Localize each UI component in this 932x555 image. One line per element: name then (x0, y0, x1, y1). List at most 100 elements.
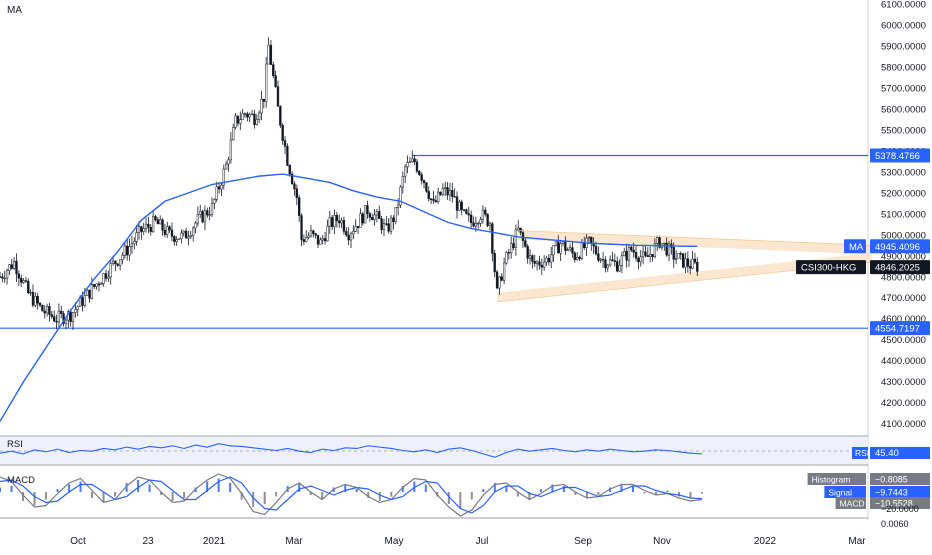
candle-body (514, 229, 518, 248)
time-tick-label: May (385, 536, 404, 547)
candle-body (651, 254, 654, 258)
candle-body (83, 295, 86, 306)
moving-average-line (0, 173, 698, 422)
candle-body (333, 214, 336, 227)
candle-body (104, 273, 108, 279)
macd-histogram-bar (551, 484, 554, 492)
price-label-box (870, 239, 930, 254)
price-tick-label: 4700.0000 (881, 293, 926, 304)
candle-body (559, 243, 562, 254)
candle-body (64, 319, 68, 324)
candle-body (451, 189, 454, 197)
candle-body (323, 238, 327, 242)
macd-tag-box (824, 486, 866, 498)
macd-value-box (870, 473, 930, 485)
candle-body (192, 227, 195, 236)
macd-histogram-bar (459, 492, 462, 509)
price-tick-label: 5300.0000 (881, 167, 926, 178)
triangle-upper-band (518, 230, 872, 255)
candle-body (415, 161, 419, 172)
candle-body (3, 277, 6, 280)
macd-histogram-bar (148, 484, 151, 492)
macd-histogram-bar (22, 492, 25, 501)
candle-body (48, 306, 51, 315)
candle-body (159, 219, 162, 225)
candle-body (286, 146, 289, 166)
candle-body (22, 280, 25, 283)
rsi-pane-label: RSI (7, 439, 23, 450)
candle-body (385, 223, 388, 225)
candle-body (229, 139, 233, 161)
candle-body (693, 258, 697, 263)
candle-body (43, 310, 46, 314)
price-tag-text: MA (849, 242, 864, 253)
candle-body (627, 246, 631, 261)
candle-body (147, 223, 150, 228)
candle-body (140, 226, 143, 232)
candle-body (608, 259, 612, 266)
price-tick-label: 5000.0000 (881, 230, 926, 241)
macd-histogram-bar (482, 489, 485, 492)
macd-histogram-bar (102, 492, 105, 503)
candle-body (623, 251, 626, 257)
candle-body (319, 239, 322, 245)
candle-body (696, 261, 699, 272)
candle-body (227, 159, 230, 165)
candle-body (495, 271, 499, 289)
candle-body (653, 243, 657, 258)
candle-body (166, 226, 169, 235)
candle-body (272, 64, 275, 76)
candle-body (394, 207, 397, 222)
candle-body (279, 106, 282, 126)
macd-histogram-bar (114, 492, 117, 497)
candle-body (156, 219, 159, 225)
candle-body (107, 276, 110, 279)
candle-body (126, 245, 129, 256)
candle-body (441, 188, 445, 195)
candle-body (267, 44, 270, 65)
candle-body (31, 292, 35, 306)
candle-body (477, 222, 480, 225)
candle-body (173, 236, 176, 242)
macd-tag-text: Histogram (812, 475, 851, 485)
macd-histogram-bar (390, 492, 393, 497)
candle-body (309, 230, 313, 237)
candle-body (151, 216, 155, 232)
candle-body (641, 251, 645, 258)
candle-body (154, 216, 157, 220)
candle-body (356, 226, 360, 228)
macd-histogram-bar (240, 492, 243, 500)
candle-body (168, 226, 171, 231)
candle-body (295, 188, 298, 198)
price-tick-label: 6100.0000 (881, 0, 926, 11)
macd-histogram-bar (298, 483, 301, 492)
candle-body (368, 213, 371, 218)
candle-body (535, 261, 539, 264)
time-axis-ticks: Oct 23 2021 Mar May Jul Sep Nov 2022 Mar (70, 536, 866, 547)
candle-body (679, 253, 682, 255)
candle-body (632, 249, 635, 253)
macd-histogram-bar (689, 492, 692, 498)
macd-pane-label: MACD (7, 475, 35, 486)
price-label-text: 4945.4096 (875, 242, 920, 253)
macd-histogram-bar (424, 484, 427, 492)
macd-histogram-bar (654, 492, 657, 495)
candle-body (170, 229, 174, 237)
candle-body (611, 259, 614, 261)
candle-body (517, 227, 520, 231)
candle-body (387, 223, 390, 232)
candle-body (606, 264, 609, 269)
candle-body (314, 233, 317, 236)
candle-body (557, 241, 560, 254)
price-tick-label: 4400.0000 (881, 356, 926, 367)
candle-body (408, 161, 412, 163)
candle-body (554, 241, 558, 246)
candle-body (578, 257, 581, 259)
candle-body (672, 247, 675, 260)
macd-histogram-bar (401, 486, 404, 492)
price-label-box (870, 260, 930, 275)
price-tick-label: 5100.0000 (881, 209, 926, 220)
candle-body (257, 112, 261, 120)
candle-body (564, 241, 567, 251)
